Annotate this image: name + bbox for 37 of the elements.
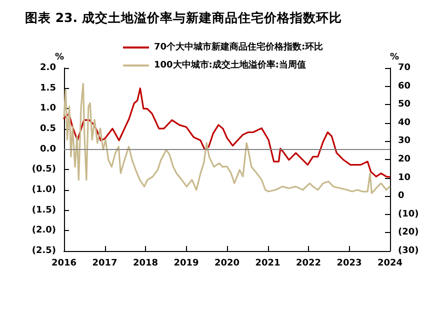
x-tick-label: 2017 (92, 258, 118, 268)
legend-label: 100大中城市:成交土地溢价率:当周值 (154, 60, 306, 70)
y-tick-label: (2.5) (32, 246, 56, 256)
chart-title: 图表 23. 成交土地溢价率与新建商品住宅价格指数环比 (25, 10, 342, 25)
x-tick-label: 2020 (214, 258, 240, 268)
y2-tick-label: (20) (398, 228, 419, 238)
y-tick-label: 1.0 (40, 104, 56, 114)
y2-tick-label: 0 (398, 191, 404, 202)
x-tick-label: 2018 (132, 258, 158, 268)
x-tick-label: 2019 (174, 258, 199, 268)
y-tick-label: 2.0 (40, 63, 56, 73)
x-tick-label: 2016 (51, 258, 77, 268)
y2-tick-label: 40 (398, 118, 411, 128)
x-tick-label: 2022 (296, 258, 322, 268)
y-axis-title: % (54, 52, 64, 62)
y2-tick-label: 60 (398, 81, 411, 92)
y-tick-label: 1.5 (40, 83, 56, 94)
y-tick-label: (1.0) (32, 185, 56, 195)
y-tick-label: 0.5 (40, 124, 56, 134)
y2-axis-title: % (390, 52, 400, 62)
y-tick-label: (1.5) (32, 205, 56, 216)
y2-tick-label: 20 (398, 154, 411, 164)
x-tick-label: 2021 (255, 258, 280, 268)
x-tick-label: 2024 (377, 258, 403, 268)
y2-tick-label: 30 (398, 136, 411, 146)
y-tick-label: (0.5) (32, 164, 56, 175)
y-tick-label: 0.0 (40, 144, 56, 154)
y2-tick-label: (10) (398, 209, 419, 220)
x-tick-label: 2023 (336, 258, 362, 268)
y2-tick-label: (30) (398, 246, 419, 256)
y-tick-label: (2.0) (32, 226, 56, 236)
line-series (63, 82, 390, 194)
legend-label: 70个大中城市新建商品住宅价格指数:环比 (154, 42, 324, 52)
y2-tick-label: 50 (398, 100, 411, 110)
y2-tick-label: 10 (398, 172, 411, 183)
y2-tick-label: 70 (398, 63, 411, 73)
line-series (63, 88, 390, 178)
